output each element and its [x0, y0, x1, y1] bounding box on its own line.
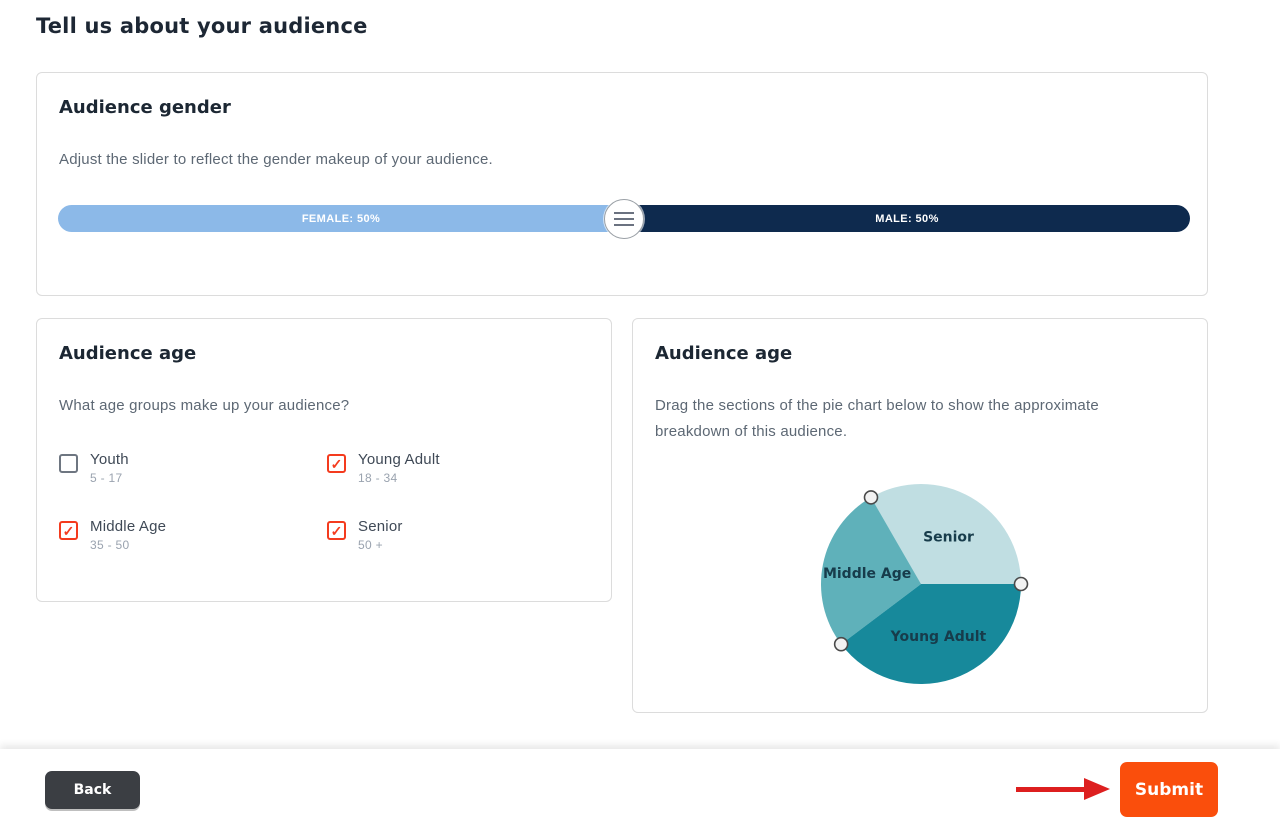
age-option-young-adult[interactable]: ✓ Young Adult 18 - 34 [327, 451, 595, 485]
gender-card-title: Audience gender [59, 97, 231, 118]
age-option-range: 5 - 17 [90, 471, 123, 485]
submit-button[interactable]: Submit [1120, 762, 1218, 817]
age-option-range: 35 - 50 [90, 538, 130, 552]
age-option-label: Youth [90, 451, 129, 468]
age-options-grid: Youth 5 - 17 ✓ Young Adult 18 - 34 ✓ Middle Ag… [59, 451, 579, 552]
checkbox-checked-icon[interactable]: ✓ [327, 454, 346, 473]
age-card-title: Audience age [59, 343, 197, 364]
pie-slice-middle-age[interactable] [821, 497, 921, 645]
gender-slider-handle[interactable] [604, 198, 644, 239]
age-option-middle-age[interactable]: ✓ Middle Age 35 - 50 [59, 518, 327, 552]
age-option-label: Senior [358, 518, 403, 535]
pie-drag-handle[interactable] [833, 636, 849, 652]
audience-age-pie-chart[interactable]: Senior Middle Age Young Adult [633, 319, 1207, 712]
checkbox-checked-icon[interactable]: ✓ [327, 521, 346, 540]
audience-age-pie-card: Audience age Drag the sections of the pi… [632, 318, 1208, 713]
audience-gender-card: Audience gender Adjust the slider to ref… [36, 72, 1208, 296]
age-option-senior[interactable]: ✓ Senior 50 + [327, 518, 595, 552]
gender-slider-track[interactable]: FEMALE: 50% MALE: 50% [58, 205, 1190, 232]
footer-bar: Back Submit [0, 749, 1280, 825]
handle-grip-line [614, 223, 634, 226]
pie-card-title: Audience age [655, 343, 793, 364]
checkbox-unchecked-icon[interactable] [59, 454, 78, 473]
back-button[interactable]: Back [45, 771, 140, 809]
pie-drag-handle[interactable] [1013, 576, 1029, 592]
age-option-text: Youth 5 - 17 [90, 451, 129, 485]
male-percentage-label: MALE: 50% [875, 212, 939, 225]
gender-slider-female-segment[interactable]: FEMALE: 50% [58, 205, 624, 232]
gender-slider: FEMALE: 50% MALE: 50% [58, 198, 1190, 239]
age-option-youth[interactable]: Youth 5 - 17 [59, 451, 327, 485]
checkbox-checked-icon[interactable]: ✓ [59, 521, 78, 540]
age-card-question: What age groups make up your audience? [59, 397, 350, 414]
age-option-range: 50 + [358, 538, 383, 552]
pie-slice-young-adult[interactable] [841, 584, 1021, 684]
age-option-text: Young Adult 18 - 34 [358, 451, 440, 485]
pie-slice-senior[interactable] [871, 484, 1021, 584]
gender-card-description: Adjust the slider to reflect the gender … [59, 151, 493, 168]
pie-slice-label: Senior [923, 529, 974, 545]
age-option-range: 18 - 34 [358, 471, 398, 485]
handle-grip-line [614, 211, 634, 214]
female-percentage-label: FEMALE: 50% [301, 212, 381, 225]
age-option-label: Young Adult [358, 451, 440, 468]
pie-slice-label: Middle Age [823, 566, 911, 582]
age-option-label: Middle Age [90, 518, 167, 535]
age-option-text: Senior 50 + [358, 518, 403, 552]
audience-age-checkbox-card: Audience age What age groups make up you… [36, 318, 612, 602]
annotation-arrow-icon [1016, 778, 1110, 800]
page-title: Tell us about your audience [36, 14, 368, 38]
check-mark-icon: ✓ [330, 522, 343, 539]
age-option-text: Middle Age 35 - 50 [90, 518, 166, 552]
pie-card-description: Drag the sections of the pie chart below… [655, 397, 1099, 440]
check-mark-icon: ✓ [62, 522, 75, 539]
check-mark-icon: ✓ [330, 455, 343, 472]
gender-slider-male-segment[interactable]: MALE: 50% [624, 205, 1190, 232]
pie-drag-handle[interactable] [863, 490, 879, 505]
pie-slice-label: Young Adult [890, 629, 987, 645]
handle-grip-line [614, 217, 634, 220]
